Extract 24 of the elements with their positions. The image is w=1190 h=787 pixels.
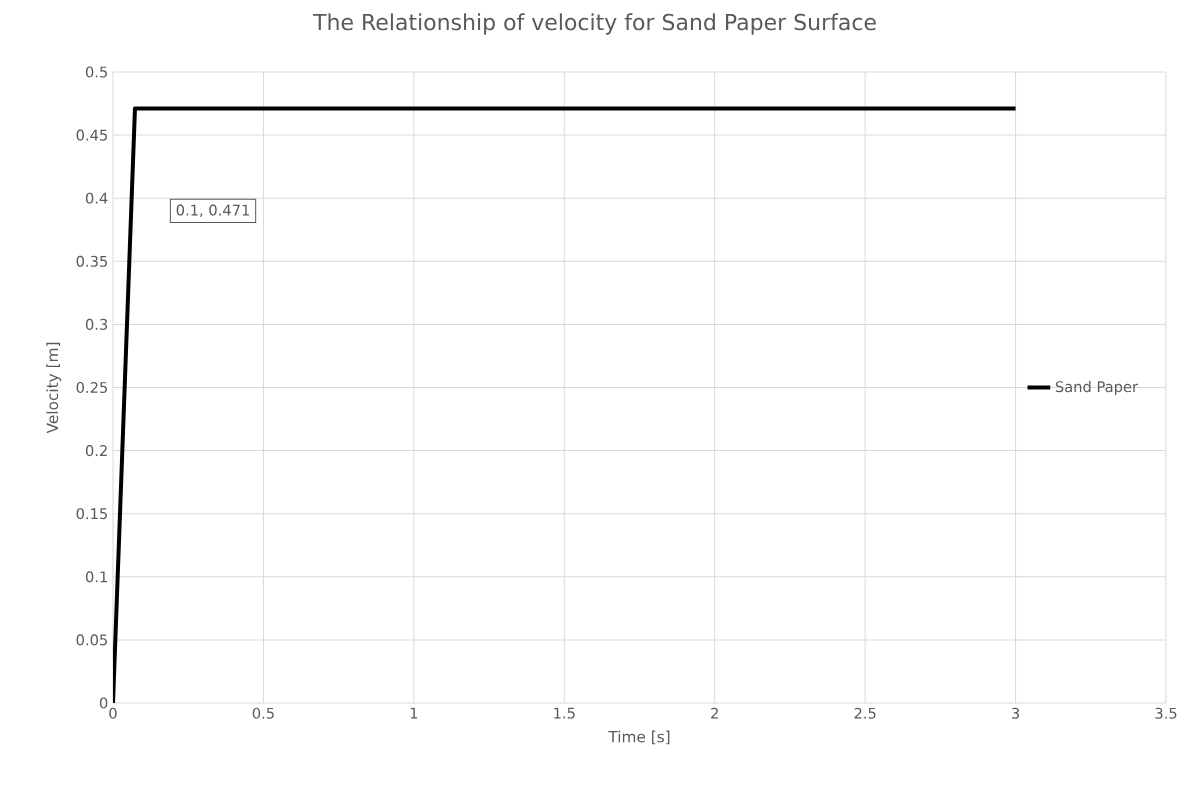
x-axis-title: Time [s] bbox=[608, 730, 670, 745]
y-tick-label: 0.45 bbox=[76, 129, 108, 141]
y-tick-label: 0.35 bbox=[76, 255, 108, 267]
chart-title: The Relationship of velocity for Sand Paper Surface bbox=[313, 13, 876, 35]
y-tick-label: 0.1 bbox=[85, 571, 107, 583]
x-tick-label: 1 bbox=[410, 707, 418, 719]
y-tick-label: 0.5 bbox=[85, 66, 108, 78]
x-tick-label: 0 bbox=[109, 707, 117, 719]
y-tick-label: 0.3 bbox=[85, 318, 108, 330]
y-tick-label: 0.2 bbox=[85, 445, 107, 457]
x-tick-label: 2 bbox=[711, 707, 718, 719]
y-tick-label: 0 bbox=[99, 697, 108, 709]
x-tick-label: 2.5 bbox=[854, 707, 876, 719]
y-tick-label: 0.4 bbox=[85, 192, 108, 204]
y-tick-label: 0.05 bbox=[76, 634, 108, 646]
y-axis-title: Velocity [m] bbox=[46, 342, 62, 434]
y-tick-label: 0.25 bbox=[76, 381, 108, 394]
y-tick-label: 0.15 bbox=[76, 508, 108, 520]
annotation: 0.1, 0.471 bbox=[176, 204, 249, 218]
x-tick-label: 3 bbox=[1012, 707, 1020, 719]
x-tick-label: 0.5 bbox=[252, 707, 274, 719]
x-tick-label: 3.5 bbox=[1155, 707, 1177, 719]
x-tick-label: 1.5 bbox=[554, 707, 575, 719]
legend-label: Sand Paper bbox=[1055, 380, 1139, 396]
